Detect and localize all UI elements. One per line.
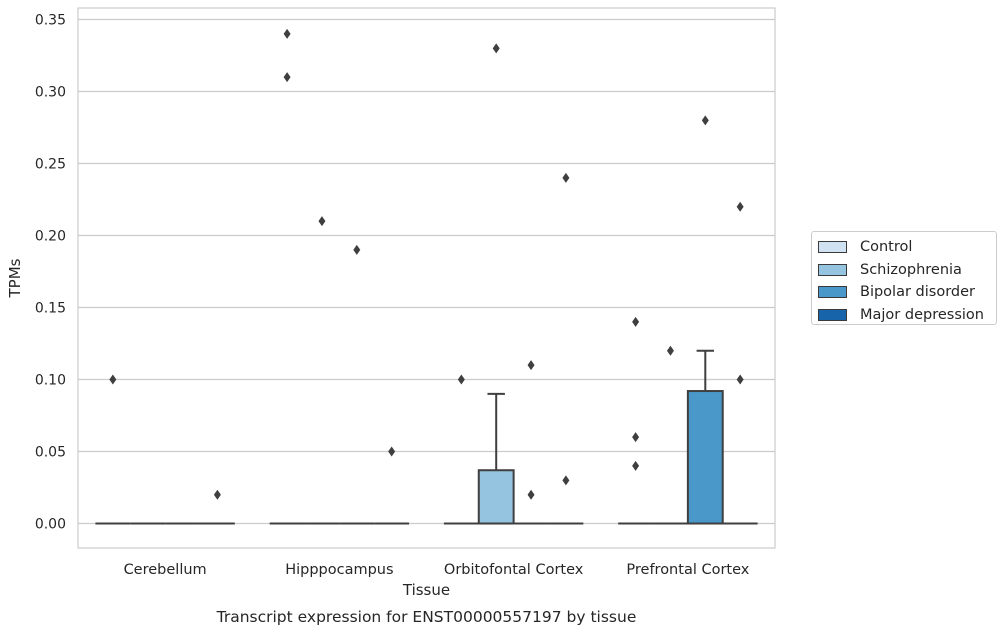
outlier-point [632,316,640,327]
grid-lines [78,18,775,525]
box-body [686,390,724,525]
outlier-point [457,374,465,385]
plot-area-frame [77,7,776,549]
outlier-point [527,489,535,500]
outlier-point [527,360,535,371]
outlier-point [283,28,291,39]
x-tick-label: Hipppocampus [285,562,393,578]
y-tick-label: 0.05 [35,445,66,461]
outlier-point [736,201,744,212]
x-tick-label: Orbitofontal Cortex [444,562,584,578]
outlier-point [388,446,396,457]
legend-label: Control [860,239,913,256]
outlier-point [666,345,674,356]
y-tick-label: 0.20 [35,229,66,245]
outlier-point [736,374,744,385]
x-tick-label: Prefrontal Cortex [626,562,749,578]
legend-swatch [818,241,847,254]
legend-swatch [818,308,847,321]
y-tick-label: 0.15 [35,301,66,317]
legend: Control Schizophrenia Bipolar disorder M… [811,231,997,325]
outlier-point [562,172,570,183]
x-tick-label: Cerebellum [124,562,207,578]
y-tick-label: 0.35 [35,13,66,29]
x-axis-label: Tissue [402,581,450,599]
legend-item-control: Control [818,236,996,259]
outlier-point [632,432,640,443]
legend-item-schizophrenia: Schizophrenia [818,259,996,282]
outlier-point [318,216,326,227]
outlier-point [109,374,117,385]
y-tick-label: 0.10 [35,373,66,389]
legend-label: Bipolar disorder [860,284,975,301]
box-schizophrenia [477,392,515,525]
legend-swatch [818,263,847,276]
boxes [95,349,758,525]
y-tick-label: 0.00 [35,517,66,533]
chart-title: Transcript expression for ENST0000055719… [216,608,637,626]
outlier-point [701,115,709,126]
outlier-point [283,72,291,83]
outliers [109,28,744,500]
outlier-point [353,244,361,255]
outlier-point [213,489,221,500]
box-body [477,469,515,525]
legend-item-bipolar-disorder: Bipolar disorder [818,281,996,304]
outlier-point [562,475,570,486]
legend-label: Major depression [860,306,984,323]
outlier-point [492,43,500,54]
y-axis-label: TPMs [6,258,24,298]
y-axis: 0.00 0.05 0.10 0.15 0.20 0.25 0.30 0.35 [35,13,66,533]
legend-item-major-depression: Major depression [818,304,996,327]
y-tick-label: 0.30 [35,85,66,101]
outlier-point [632,460,640,471]
legend-swatch [818,286,847,299]
y-tick-label: 0.25 [35,157,66,173]
box-bipolar-disorder [686,349,724,525]
x-axis: Cerebellum Hipppocampus Orbitofontal Corte… [124,562,750,578]
legend-label: Schizophrenia [860,261,962,278]
